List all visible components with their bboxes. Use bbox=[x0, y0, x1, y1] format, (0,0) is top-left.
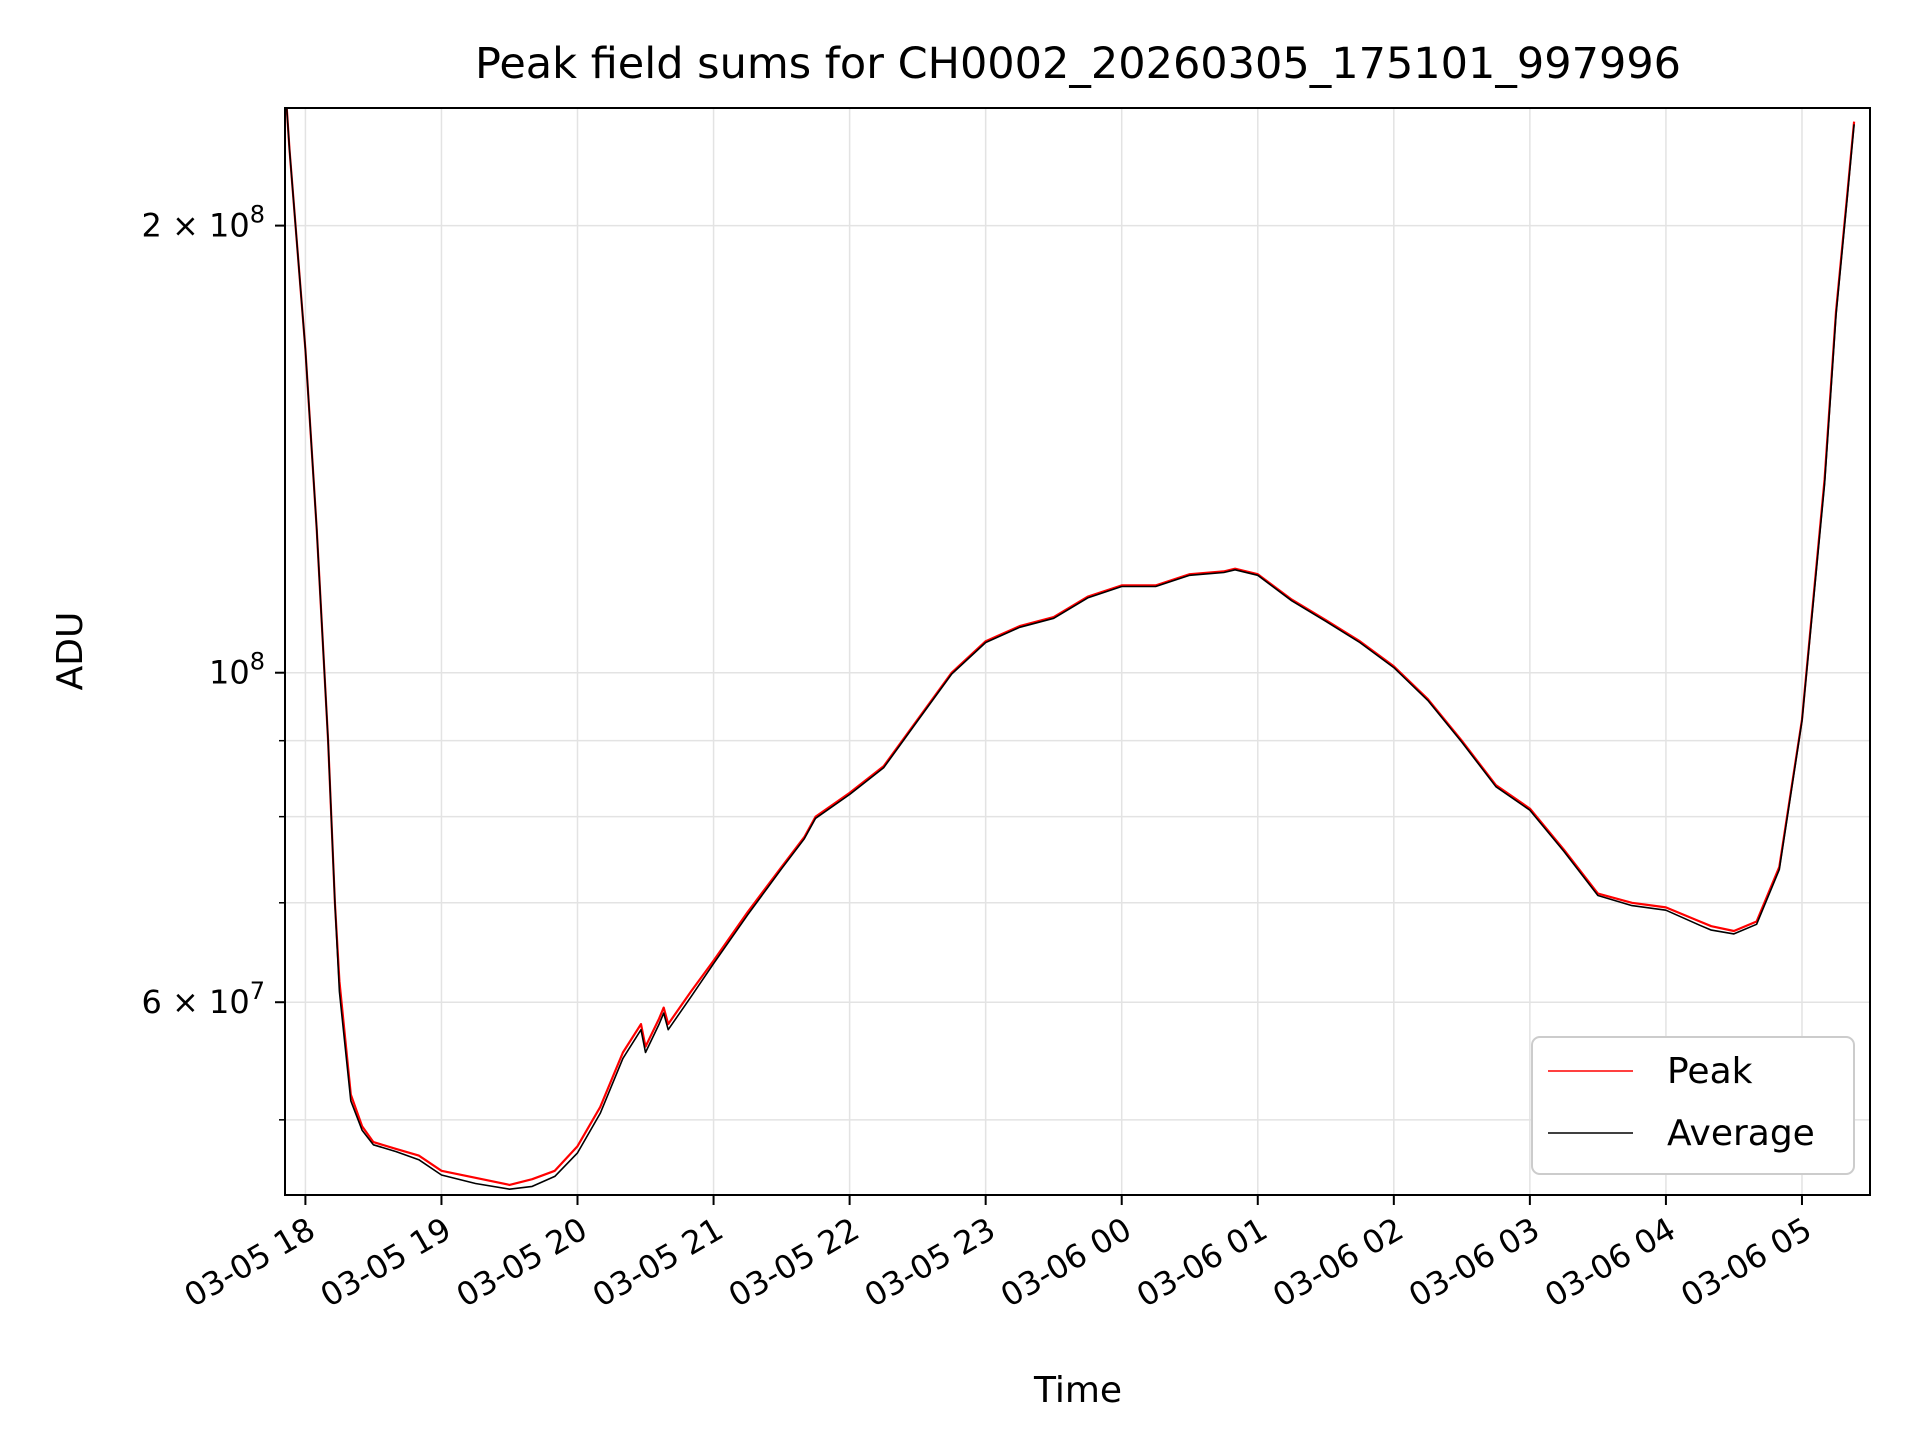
x-axis-label: Time bbox=[1033, 1370, 1122, 1411]
plot-area bbox=[285, 108, 1856, 1190]
y-tick-label: 108 bbox=[209, 648, 265, 692]
y-tick-label: 2 × 108 bbox=[141, 201, 265, 245]
y-axis-ticks: 2 × 108 108 6 × 107 bbox=[141, 201, 285, 1121]
legend-label-peak: Peak bbox=[1667, 1051, 1753, 1092]
series-line-average bbox=[285, 108, 1855, 1190]
legend-label-average: Average bbox=[1667, 1113, 1815, 1154]
series-line-peak bbox=[285, 108, 1856, 1187]
legend: Peak Average bbox=[1531, 1036, 1855, 1175]
y-tick-label: 6 × 107 bbox=[141, 977, 265, 1021]
axes-frame bbox=[284, 107, 1871, 1196]
y-axis-label: ADU bbox=[50, 612, 91, 691]
chart-title: Peak field sums for CH0002_20260305_1751… bbox=[475, 39, 1681, 89]
grid bbox=[285, 108, 1870, 1195]
